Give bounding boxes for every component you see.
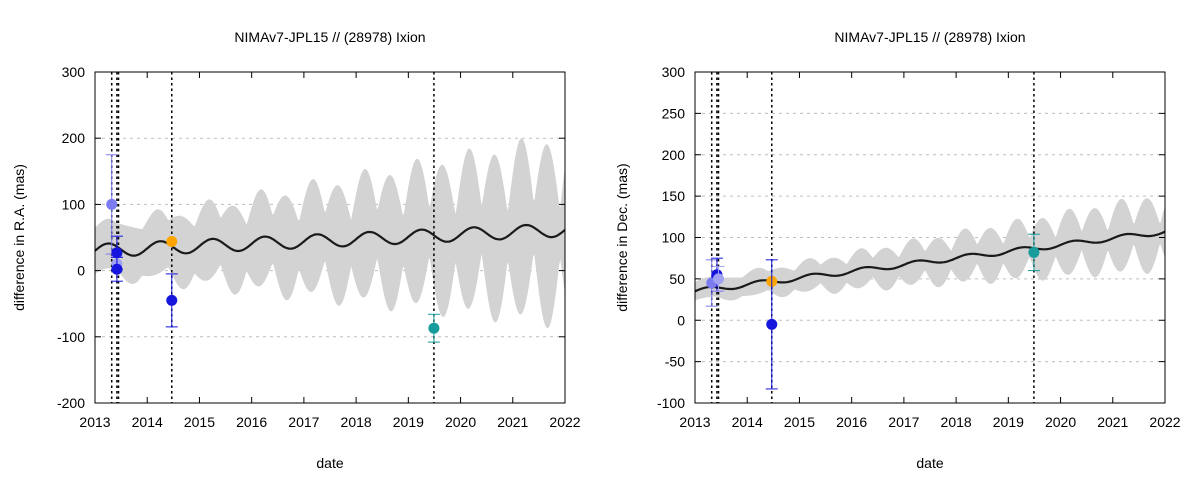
x-tick-label: 2022 [549, 414, 580, 430]
y-tick-label: -100 [657, 395, 685, 411]
x-tick-label: 2014 [732, 414, 763, 430]
x-tick-label: 2018 [341, 414, 372, 430]
x-tick-label: 2013 [79, 414, 110, 430]
x-tick-label: 2017 [288, 414, 319, 430]
data-point [428, 322, 440, 334]
y-tick-label: 300 [662, 64, 686, 80]
y-axis-label: difference in R.A. (mas) [11, 164, 27, 311]
y-tick-label: 0 [677, 312, 685, 328]
y-tick-label: -100 [57, 329, 85, 345]
x-tick-label: 2020 [445, 414, 476, 430]
y-tick-label: 100 [62, 196, 86, 212]
x-tick-label: 2015 [784, 414, 815, 430]
x-tick-label: 2019 [393, 414, 424, 430]
uncertainty-band [95, 138, 565, 329]
plot-area [95, 138, 565, 329]
chart-panel-1: 2013 2014 2015 2016 2017 2018 2019 2020 2021 2022… [11, 29, 581, 471]
data-point [1028, 246, 1040, 258]
chart-panel-2: 2013 2014 2015 2016 2017 2018 2019 2020 2021 2022… [614, 29, 1181, 471]
plot-area [695, 198, 1165, 301]
x-tick-label: 2017 [888, 414, 919, 430]
x-tick-label: 2016 [236, 414, 267, 430]
y-tick-label: 250 [662, 105, 686, 121]
x-tick-label: 2014 [132, 414, 163, 430]
model-curve [95, 223, 565, 257]
data-point [166, 235, 178, 247]
chart-title: NIMAv7-JPL15 // (28978) Ixion [234, 29, 425, 45]
x-axis-label: date [916, 455, 943, 471]
y-tick-label: 200 [62, 130, 86, 146]
y-tick-label: 100 [662, 230, 686, 246]
x-tick-label: 2021 [497, 414, 528, 430]
data-point [166, 294, 178, 306]
x-tick-label: 2018 [941, 414, 972, 430]
x-tick-label: 2015 [184, 414, 215, 430]
x-tick-label: 2021 [1097, 414, 1128, 430]
x-axis-label: date [316, 455, 343, 471]
data-point [713, 273, 724, 285]
y-tick-label: 150 [662, 188, 686, 204]
chart-title: NIMAv7-JPL15 // (28978) Ixion [834, 29, 1025, 45]
x-tick-label: 2013 [679, 414, 710, 430]
x-tick-label: 2020 [1045, 414, 1076, 430]
y-tick-label: 0 [77, 263, 85, 279]
data-point [106, 198, 118, 210]
plot-frame [94, 71, 566, 404]
y-tick-label: 300 [62, 64, 86, 80]
y-tick-label: 200 [662, 147, 686, 163]
data-point [766, 318, 778, 330]
data-point [111, 263, 123, 275]
uncertainty-band [695, 198, 1165, 301]
x-tick-label: 2016 [836, 414, 867, 430]
data-point [111, 247, 123, 259]
y-tick-label: 50 [669, 271, 685, 287]
y-tick-label: -200 [57, 395, 85, 411]
y-tick-label: -50 [665, 354, 685, 370]
x-tick-label: 2019 [993, 414, 1024, 430]
x-tick-label: 2022 [1149, 414, 1180, 430]
y-axis-label: difference in Dec. (mas) [614, 163, 630, 311]
